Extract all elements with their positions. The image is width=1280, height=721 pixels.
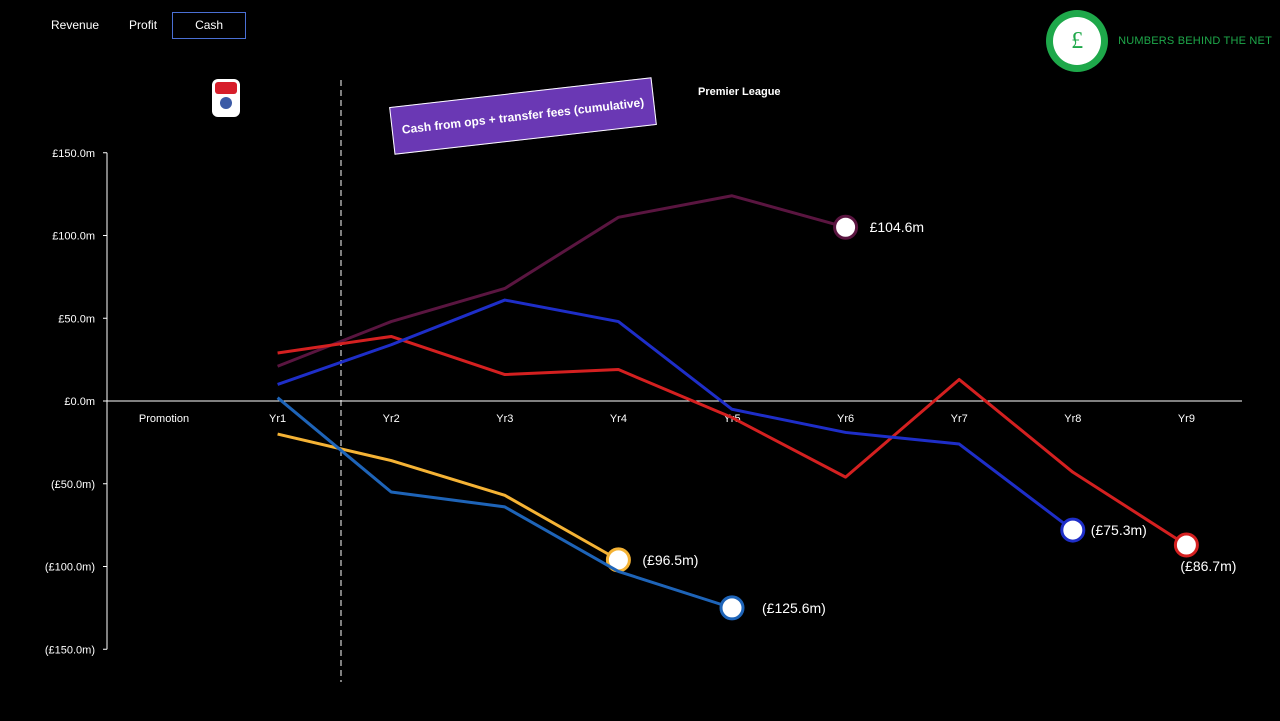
x-tick-label: Promotion bbox=[139, 413, 189, 425]
x-tick-label: Yr7 bbox=[951, 413, 968, 425]
brand-logo-icon: £ bbox=[1046, 10, 1109, 72]
y-tick-label: (£150.0m) bbox=[45, 644, 95, 656]
y-tick-label: (£50.0m) bbox=[51, 479, 95, 491]
series-line bbox=[277, 334, 1188, 547]
series-line bbox=[277, 298, 1074, 532]
premier-league-logo: Premier League bbox=[698, 86, 781, 98]
y-tick-label: (£100.0m) bbox=[45, 562, 95, 574]
efl-championship-logo-icon bbox=[212, 79, 240, 117]
series-line bbox=[276, 396, 733, 610]
brand-symbol: £ bbox=[1053, 17, 1102, 65]
series-end-label: (£75.3m) bbox=[1091, 522, 1147, 538]
y-tick-label: £50.0m bbox=[58, 313, 95, 325]
series-line bbox=[277, 194, 847, 368]
brighton-crest-icon bbox=[719, 595, 745, 621]
y-tick-label: £0.0m bbox=[64, 396, 95, 408]
crystal-palace-crest-icon bbox=[1173, 532, 1199, 558]
series-line bbox=[277, 432, 620, 562]
metric-tabs: Revenue Profit Cash bbox=[36, 12, 247, 39]
x-tick-label: Yr6 bbox=[837, 413, 854, 425]
leicester-crest-icon bbox=[1060, 517, 1086, 543]
brand: £ NUMBERS BEHIND THE NET bbox=[1046, 10, 1272, 72]
x-tick-label: Yr2 bbox=[383, 413, 400, 425]
x-tick-label: Yr8 bbox=[1064, 413, 1081, 425]
tab-cash[interactable]: Cash bbox=[172, 12, 247, 39]
x-tick-label: Yr9 bbox=[1178, 413, 1195, 425]
x-tick-label: Yr3 bbox=[496, 413, 513, 425]
x-tick-label: Yr4 bbox=[610, 413, 627, 425]
series-end-label: (£125.6m) bbox=[762, 600, 826, 616]
series-end-label: (£96.5m) bbox=[642, 552, 698, 568]
y-tick-label: £150.0m bbox=[52, 148, 95, 160]
tab-revenue[interactable]: Revenue bbox=[51, 18, 100, 32]
burnley-crest-icon bbox=[833, 214, 859, 240]
series-end-label: (£86.7m) bbox=[1180, 558, 1236, 574]
brand-text: NUMBERS BEHIND THE NET bbox=[1118, 35, 1272, 47]
x-tick-label: Yr1 bbox=[269, 413, 286, 425]
y-tick-label: £100.0m bbox=[52, 231, 95, 243]
premier-league-label: Premier League bbox=[698, 86, 781, 98]
series-end-label: £104.6m bbox=[870, 219, 924, 235]
tab-profit[interactable]: Profit bbox=[129, 18, 158, 32]
